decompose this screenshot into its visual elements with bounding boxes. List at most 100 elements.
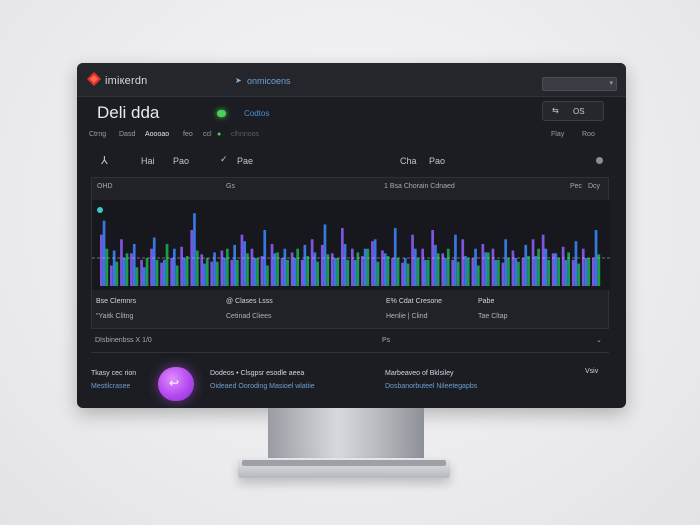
chart-bar bbox=[250, 248, 254, 286]
chart-bar bbox=[466, 258, 470, 286]
footer-left: DIsbinenbss X 1/0 bbox=[95, 337, 152, 344]
panel-center-label: 1 Bsa Chorain Cdnaed bbox=[384, 183, 455, 190]
chart-bar bbox=[193, 213, 196, 286]
chart-bar bbox=[491, 248, 495, 286]
chart-bar bbox=[353, 259, 357, 286]
tab-4[interactable]: feo bbox=[183, 131, 193, 138]
chart-bar bbox=[195, 250, 199, 286]
chart-bar bbox=[416, 258, 420, 286]
chart-bar bbox=[120, 239, 123, 286]
chart-bar bbox=[185, 256, 189, 286]
chart-bar bbox=[551, 253, 555, 286]
chart-bar bbox=[310, 239, 314, 286]
chart-bar bbox=[406, 263, 410, 286]
stat-title-3: E% Cdat Cresone bbox=[386, 298, 443, 305]
tab-2[interactable]: Dasd bbox=[119, 131, 136, 138]
bottom-right-corner[interactable]: Vsiv bbox=[585, 368, 599, 375]
chart-bar bbox=[403, 258, 407, 286]
tab-right-2[interactable]: Roo bbox=[582, 131, 595, 138]
chart-bar bbox=[150, 248, 153, 286]
stats-row: Bse Clemnrs "Yaitk Clitng @ Clases Lsss … bbox=[92, 294, 610, 328]
chart-bar bbox=[142, 267, 146, 286]
tab-5[interactable]: ccl bbox=[203, 131, 212, 138]
chart-bar bbox=[511, 250, 515, 286]
stat-title-4: Pabe bbox=[478, 298, 495, 305]
chart-bar bbox=[230, 259, 234, 286]
chart-bar bbox=[436, 253, 440, 286]
chart-bar bbox=[487, 252, 490, 286]
chevron-down-icon[interactable]: ⌄ bbox=[596, 337, 602, 344]
options-icon[interactable] bbox=[596, 157, 603, 164]
chart-bar bbox=[561, 246, 565, 286]
chart-bar bbox=[497, 259, 500, 286]
nav-link[interactable]: onmicoens bbox=[247, 76, 291, 86]
chart-bar bbox=[421, 248, 424, 286]
chart-bar bbox=[557, 258, 560, 286]
chart-bar bbox=[592, 258, 595, 286]
chart-bar bbox=[386, 256, 390, 286]
bottom-right-title: Marbeaveo of Bklsiley bbox=[385, 370, 454, 377]
chart-bar bbox=[100, 234, 103, 286]
chart-bar bbox=[215, 261, 219, 286]
chart-bar bbox=[266, 265, 269, 286]
search-input[interactable]: ▾ bbox=[542, 77, 617, 91]
chart-bar bbox=[514, 258, 518, 286]
status-label: Codtos bbox=[244, 109, 270, 118]
chart-bar bbox=[517, 261, 520, 286]
chart-bar bbox=[501, 262, 505, 286]
toolbar-item-3[interactable]: Pae bbox=[237, 156, 254, 166]
chart-bar bbox=[276, 252, 279, 286]
chart-bar bbox=[581, 248, 585, 286]
toolbar-item-5[interactable]: Pao bbox=[429, 156, 446, 166]
chart-bar bbox=[531, 239, 535, 286]
chart-bar bbox=[213, 252, 216, 286]
chart-bar bbox=[246, 253, 249, 286]
chart-bar bbox=[363, 248, 367, 286]
chart-bar bbox=[326, 254, 330, 286]
walk-icon[interactable]: ⅄ bbox=[101, 155, 108, 167]
toolbar-item-2[interactable]: Pao bbox=[173, 156, 190, 166]
chart-bar bbox=[426, 259, 430, 286]
stat-title-2: @ Clases Lsss bbox=[226, 298, 273, 305]
tab-6-icon[interactable]: ● bbox=[217, 131, 222, 138]
panel-right-label-2: Dcy bbox=[588, 183, 601, 190]
panel-mid-label: Gs bbox=[226, 183, 235, 190]
chart-bar bbox=[356, 252, 360, 286]
chart-bar bbox=[236, 259, 239, 286]
chart-svg bbox=[92, 207, 610, 286]
chart-bar bbox=[130, 253, 133, 286]
chart-bar bbox=[125, 253, 129, 286]
chart-bar bbox=[376, 261, 380, 286]
chart-bar bbox=[223, 258, 226, 286]
chart-bar bbox=[323, 224, 327, 286]
chart-bar bbox=[574, 241, 578, 286]
chart-bar bbox=[110, 265, 113, 286]
bar-chart bbox=[92, 200, 610, 290]
chart-bar bbox=[105, 248, 109, 286]
chart-bar bbox=[414, 248, 417, 286]
chart-bar bbox=[477, 265, 480, 286]
header-action-button[interactable]: ⇆ OS bbox=[542, 101, 604, 121]
tab-7[interactable]: clhnnoos bbox=[231, 131, 260, 138]
monitor-stand-neck bbox=[268, 408, 424, 462]
chart-bar bbox=[290, 252, 294, 286]
chart-bar bbox=[203, 263, 206, 286]
tab-right-1[interactable]: Flay bbox=[551, 131, 565, 138]
check-icon[interactable]: ✓ bbox=[220, 154, 228, 164]
toolbar-item-1[interactable]: Hai bbox=[141, 156, 155, 166]
chart-bar bbox=[494, 259, 497, 286]
app-logo-icon bbox=[87, 72, 101, 86]
primary-action-button[interactable]: ↩ bbox=[158, 367, 194, 401]
chart-bar bbox=[253, 258, 256, 286]
chart-bar bbox=[521, 258, 525, 286]
tab-3[interactable]: Aoooao bbox=[145, 131, 170, 138]
chart-bar bbox=[373, 239, 377, 286]
chart-bar bbox=[554, 253, 558, 286]
tab-1[interactable]: Ctrng bbox=[89, 131, 107, 138]
chart-bar bbox=[152, 237, 156, 286]
chart-bar bbox=[180, 246, 183, 286]
toolbar-item-4[interactable]: Cha bbox=[400, 156, 417, 166]
panel-footer: DIsbinenbss X 1/0 Ps ⌄ bbox=[77, 333, 626, 349]
chart-bar bbox=[306, 256, 309, 286]
chart-bar bbox=[303, 244, 307, 286]
